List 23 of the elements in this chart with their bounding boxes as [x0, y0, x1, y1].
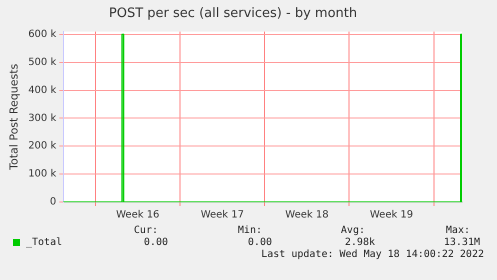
text: Avg: — [340, 225, 365, 236]
legend-label: _Total — [26, 237, 62, 248]
text: Max: — [446, 225, 470, 236]
text: Cur: — [134, 225, 158, 236]
y-tick-label: 100 k — [28, 168, 56, 180]
text: 2.98k — [344, 237, 375, 248]
x-tick-label: Week 18 — [285, 210, 329, 221]
y-tick-label: 600 k — [28, 28, 56, 40]
chart-title: POST per sec (all services) - by month — [108, 6, 358, 22]
y-tick-label: 300 k — [28, 112, 56, 124]
y-axis-title: Total Post Requests — [7, 63, 20, 171]
y-tick-label: 500 k — [28, 56, 56, 68]
x-tick-label: Week 19 — [370, 210, 414, 221]
text: Last update: Wed May 18 14:00:22 2022 — [261, 249, 484, 260]
x-tick-label: Week 16 — [116, 210, 160, 221]
x-tick-label: Week 17 — [200, 210, 244, 221]
text: Min: — [238, 225, 262, 236]
y-tick-label: 200 k — [28, 140, 56, 152]
text: 13.31M — [444, 237, 480, 248]
text: 0.00 — [144, 237, 168, 248]
y-tick-label: 0 — [50, 196, 56, 208]
text: 0.00 — [248, 237, 272, 248]
y-tick-label: 400 k — [28, 84, 56, 96]
